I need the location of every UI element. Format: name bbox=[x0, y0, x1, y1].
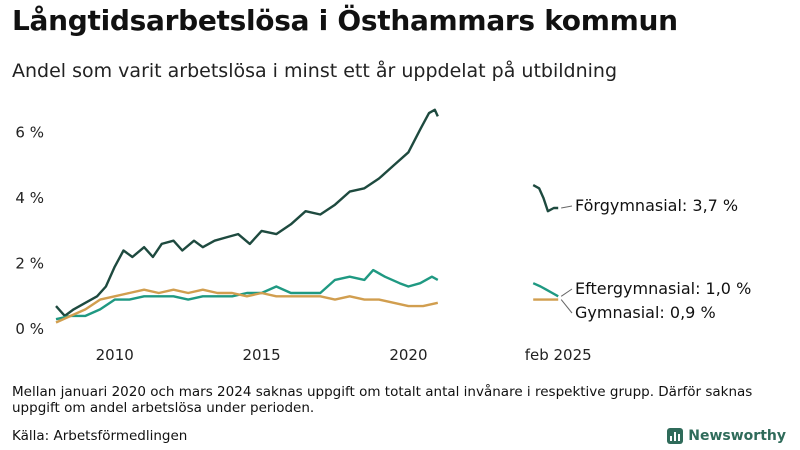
series-end-label: Förgymnasial: 3,7 % bbox=[575, 196, 738, 215]
series-end-label: Eftergymnasial: 1,0 % bbox=[575, 279, 751, 298]
x-tick-label: 2010 bbox=[96, 346, 134, 364]
series-line-eftergymnasial bbox=[55, 268, 439, 321]
series-line-förgymnasial bbox=[532, 184, 559, 213]
y-tick-label: 2 % bbox=[15, 255, 44, 273]
chart-title: Långtidsarbetslösa i Östhammars kommun bbox=[12, 4, 678, 37]
x-tick-label: 2020 bbox=[389, 346, 427, 364]
label-leader-line bbox=[560, 288, 573, 297]
y-tick-label: 0 % bbox=[15, 320, 44, 338]
footnote: Mellan januari 2020 och mars 2024 saknas… bbox=[12, 384, 753, 416]
x-tick-label: feb 2025 bbox=[525, 346, 592, 364]
y-tick-label: 4 % bbox=[15, 189, 44, 207]
series-end-label: Gymnasial: 0,9 % bbox=[575, 303, 716, 322]
brand-name: Newsworthy bbox=[688, 428, 786, 444]
y-tick-label: 6 % bbox=[15, 124, 44, 142]
line-chart: 0 % 2 % 4 % 6 % 2010 2015 2020 feb 2025 Förgymna… bbox=[15, 108, 751, 364]
x-tick-label: 2015 bbox=[242, 346, 280, 364]
series-line-gymnasial bbox=[55, 288, 439, 324]
bar-chart-icon bbox=[667, 428, 684, 444]
label-leader-line bbox=[561, 205, 573, 209]
series-line-förgymnasial bbox=[55, 108, 439, 318]
series-line-eftergymnasial bbox=[532, 282, 559, 298]
label-leader-line bbox=[560, 299, 573, 314]
chart-subtitle: Andel som varit arbetslösa i minst ett å… bbox=[12, 60, 618, 82]
brand-logo: Newsworthy bbox=[667, 428, 786, 444]
source-text: Källa: Arbetsförmedlingen bbox=[12, 428, 188, 444]
